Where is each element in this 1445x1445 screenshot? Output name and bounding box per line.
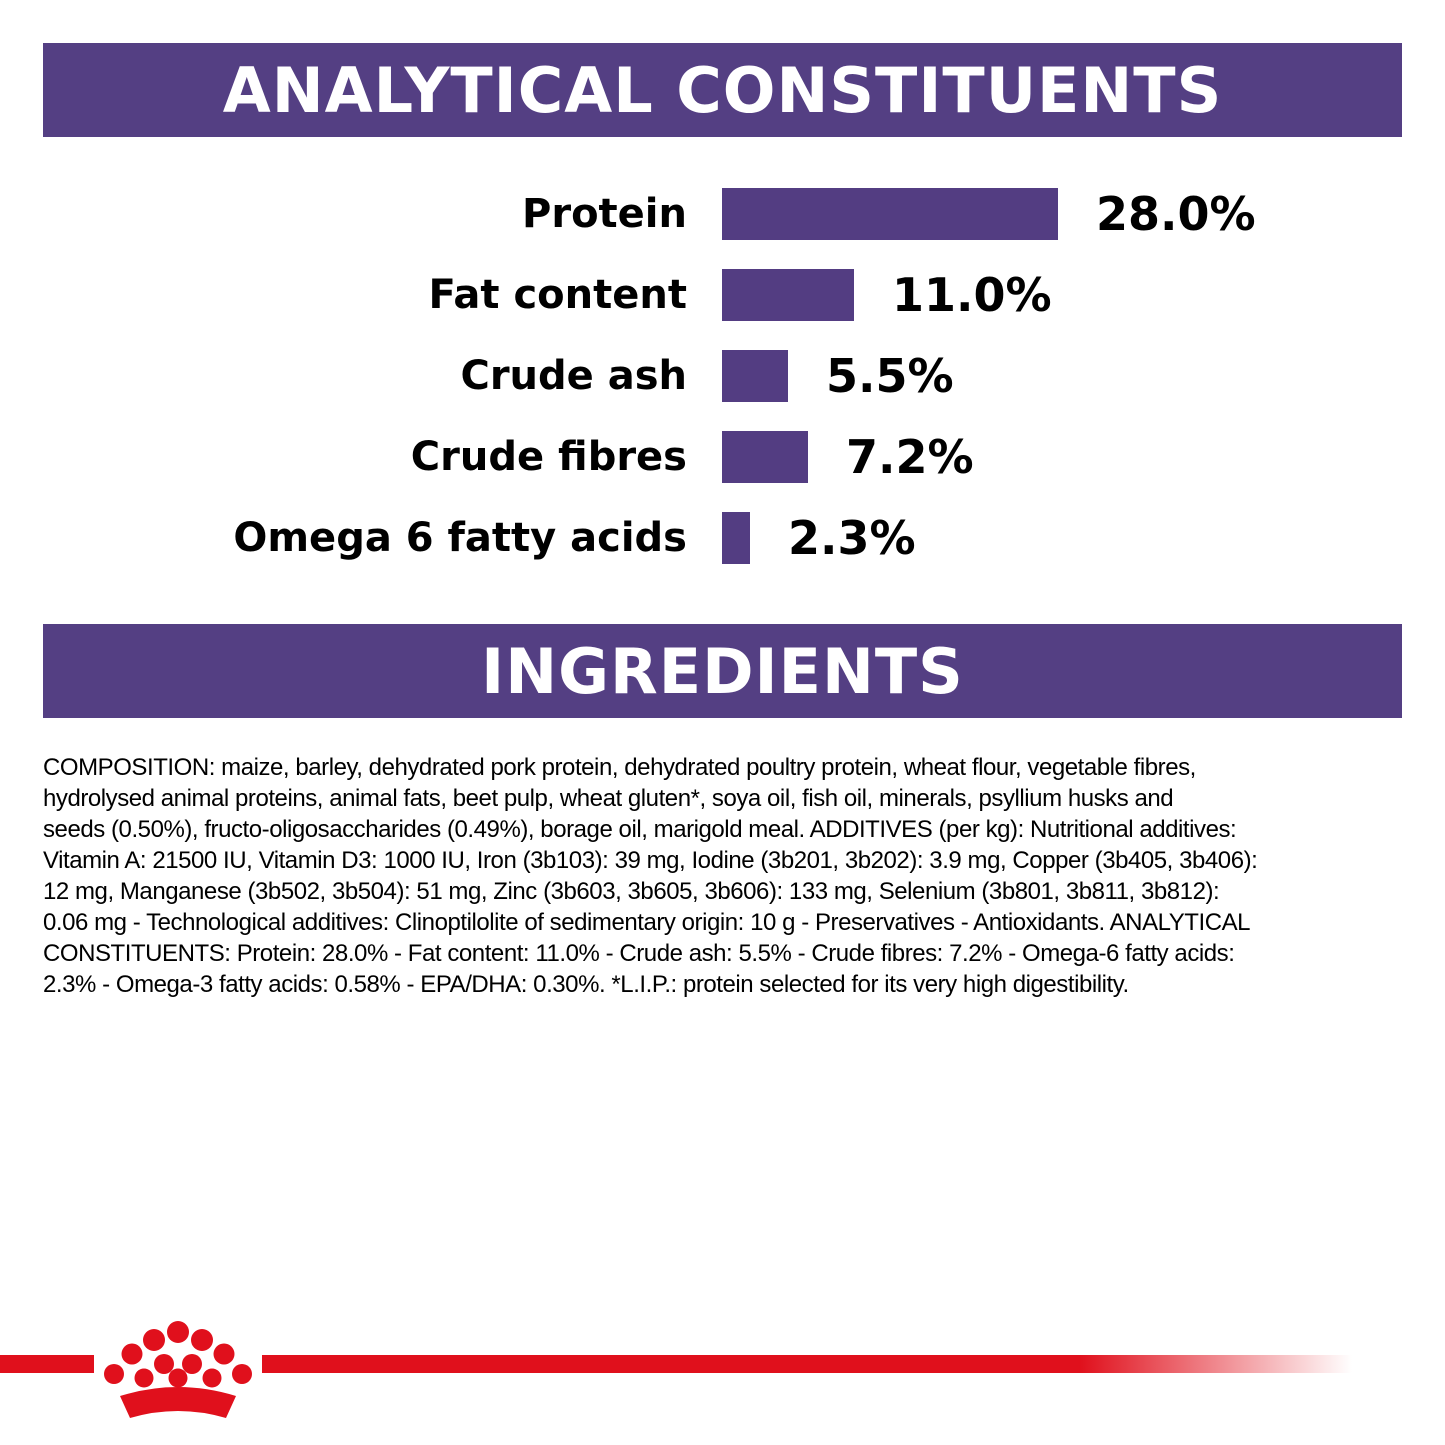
constituent-value: 5.5% — [826, 349, 954, 403]
constituent-label: Omega 6 fatty acids — [233, 515, 687, 561]
analytical-constituents-title: ANALYTICAL CONSTITUENTS — [222, 53, 1223, 127]
ingredients-title: INGREDIENTS — [481, 634, 964, 708]
constituent-value: 28.0% — [1096, 187, 1256, 241]
footer-red-line-left — [0, 1355, 94, 1373]
constituent-bar — [722, 431, 808, 483]
footer-red-line-right — [262, 1355, 1352, 1373]
constituent-bar — [722, 512, 750, 564]
constituent-bar — [722, 188, 1058, 240]
constituent-value: 11.0% — [892, 268, 1052, 322]
composition-text: COMPOSITION: maize, barley, dehydrated p… — [43, 752, 1413, 1000]
composition-line: seeds (0.50%), fructo-oligosaccharides (… — [43, 816, 1237, 843]
constituent-bar — [722, 350, 788, 402]
crown-logo-icon — [104, 1321, 252, 1418]
constituent-value: 2.3% — [788, 511, 916, 565]
constituent-bar — [722, 269, 854, 321]
constituent-label: Crude ash — [460, 353, 687, 399]
constituent-label: Fat content — [428, 272, 687, 318]
composition-line: 0.06 mg - Technological additives: Clino… — [43, 909, 1251, 936]
composition-line: hydrolysed animal proteins, animal fats,… — [43, 785, 1174, 812]
constituent-label: Protein — [522, 191, 687, 237]
analytical-constituents-banner: ANALYTICAL CONSTITUENTS — [43, 43, 1402, 137]
composition-line: 12 mg, Manganese (3b502, 3b504): 51 mg, … — [43, 878, 1220, 905]
composition-line: CONSTITUENTS: Protein: 28.0% - Fat conte… — [43, 940, 1235, 967]
composition-line: COMPOSITION: maize, barley, dehydrated p… — [43, 754, 1196, 781]
composition-line: Vitamin A: 21500 IU, Vitamin D3: 1000 IU… — [43, 847, 1258, 874]
ingredients-banner: INGREDIENTS — [43, 624, 1402, 718]
constituent-value: 7.2% — [846, 430, 974, 484]
composition-line: 2.3% - Omega-3 fatty acids: 0.58% - EPA/… — [43, 971, 1129, 998]
constituent-label: Crude fibres — [410, 434, 687, 480]
